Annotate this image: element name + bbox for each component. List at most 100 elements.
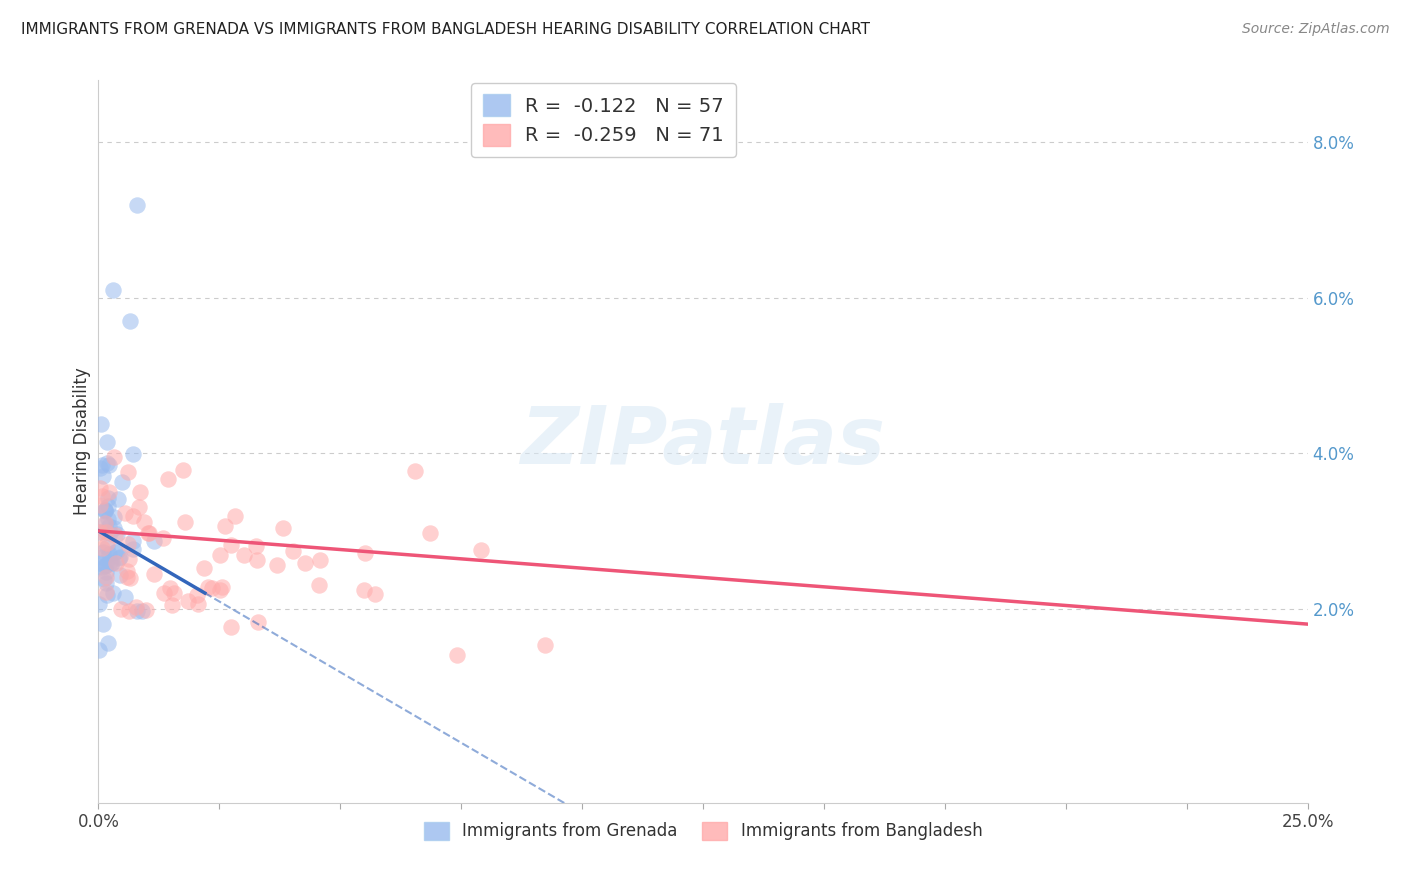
Text: IMMIGRANTS FROM GRENADA VS IMMIGRANTS FROM BANGLADESH HEARING DISABILITY CORRELA: IMMIGRANTS FROM GRENADA VS IMMIGRANTS FR… [21,22,870,37]
Point [122,508,145,523]
Point [104,544,127,558]
Point [172,463,194,477]
Point [93,545,115,559]
Point [142,533,165,548]
Point [245,539,267,553]
Point [89,524,111,539]
Point [117,537,139,551]
Point [89,597,111,611]
Point [142,566,165,581]
Point [96,588,118,602]
Point [89,498,111,512]
Point [96,536,118,550]
Legend: Immigrants from Grenada, Immigrants from Bangladesh: Immigrants from Grenada, Immigrants from… [415,814,991,848]
Point [283,544,305,558]
Point [201,581,224,595]
Point [97,491,120,505]
Point [294,556,316,570]
Point [308,578,330,592]
Point [197,580,219,594]
Point [131,604,153,618]
Point [117,604,139,618]
Point [266,558,288,572]
Point [108,550,131,565]
Point [219,538,242,552]
Point [94,559,117,574]
Point [129,485,152,500]
Point [97,500,120,514]
Point [219,620,242,634]
Point [114,506,136,520]
Point [354,546,377,560]
Point [110,602,132,616]
Point [117,570,139,584]
Point [98,555,121,569]
Point [103,509,125,524]
Point [100,556,122,570]
Point [90,549,112,564]
Point [118,571,141,585]
Point [110,568,132,582]
Point [91,458,114,472]
Point [364,587,387,601]
Text: Source: ZipAtlas.com: Source: ZipAtlas.com [1241,22,1389,37]
Point [100,556,122,570]
Point [105,526,128,541]
Point [89,525,111,540]
Point [246,553,269,567]
Point [177,593,200,607]
Point [96,558,118,572]
Point [233,548,256,562]
Point [247,615,270,629]
Point [94,516,117,531]
Point [96,570,118,584]
Point [94,502,117,516]
Point [138,525,160,540]
Point [208,549,231,563]
Point [125,600,148,615]
Point [419,525,441,540]
Point [93,503,115,517]
Point [114,590,136,604]
Point [353,583,375,598]
Point [97,512,120,526]
Point [136,526,159,541]
Point [224,508,246,523]
Point [90,560,112,574]
Point [98,525,121,540]
Point [118,314,141,328]
Point [104,556,127,570]
Point [96,435,118,450]
Point [186,588,208,602]
Point [89,482,111,496]
Point [174,515,197,529]
Point [93,572,115,586]
Text: ZIPatlas: ZIPatlas [520,402,886,481]
Point [101,586,124,600]
Point [135,603,157,617]
Point [117,565,139,579]
Point [118,552,141,566]
Point [159,582,181,596]
Point [103,521,125,535]
Point [404,464,426,478]
Point [308,552,330,566]
Point [98,485,121,500]
Point [103,450,125,465]
Point [96,565,118,579]
Y-axis label: Hearing Disability: Hearing Disability [73,368,91,516]
Point [101,283,124,297]
Point [94,576,117,591]
Point [128,500,150,515]
Point [96,540,118,554]
Point [446,648,468,662]
Point [122,447,145,461]
Point [97,547,120,561]
Point [89,461,111,475]
Point [211,580,233,594]
Point [94,585,117,599]
Point [94,524,117,539]
Point [111,475,134,489]
Point [96,456,118,470]
Point [104,527,127,541]
